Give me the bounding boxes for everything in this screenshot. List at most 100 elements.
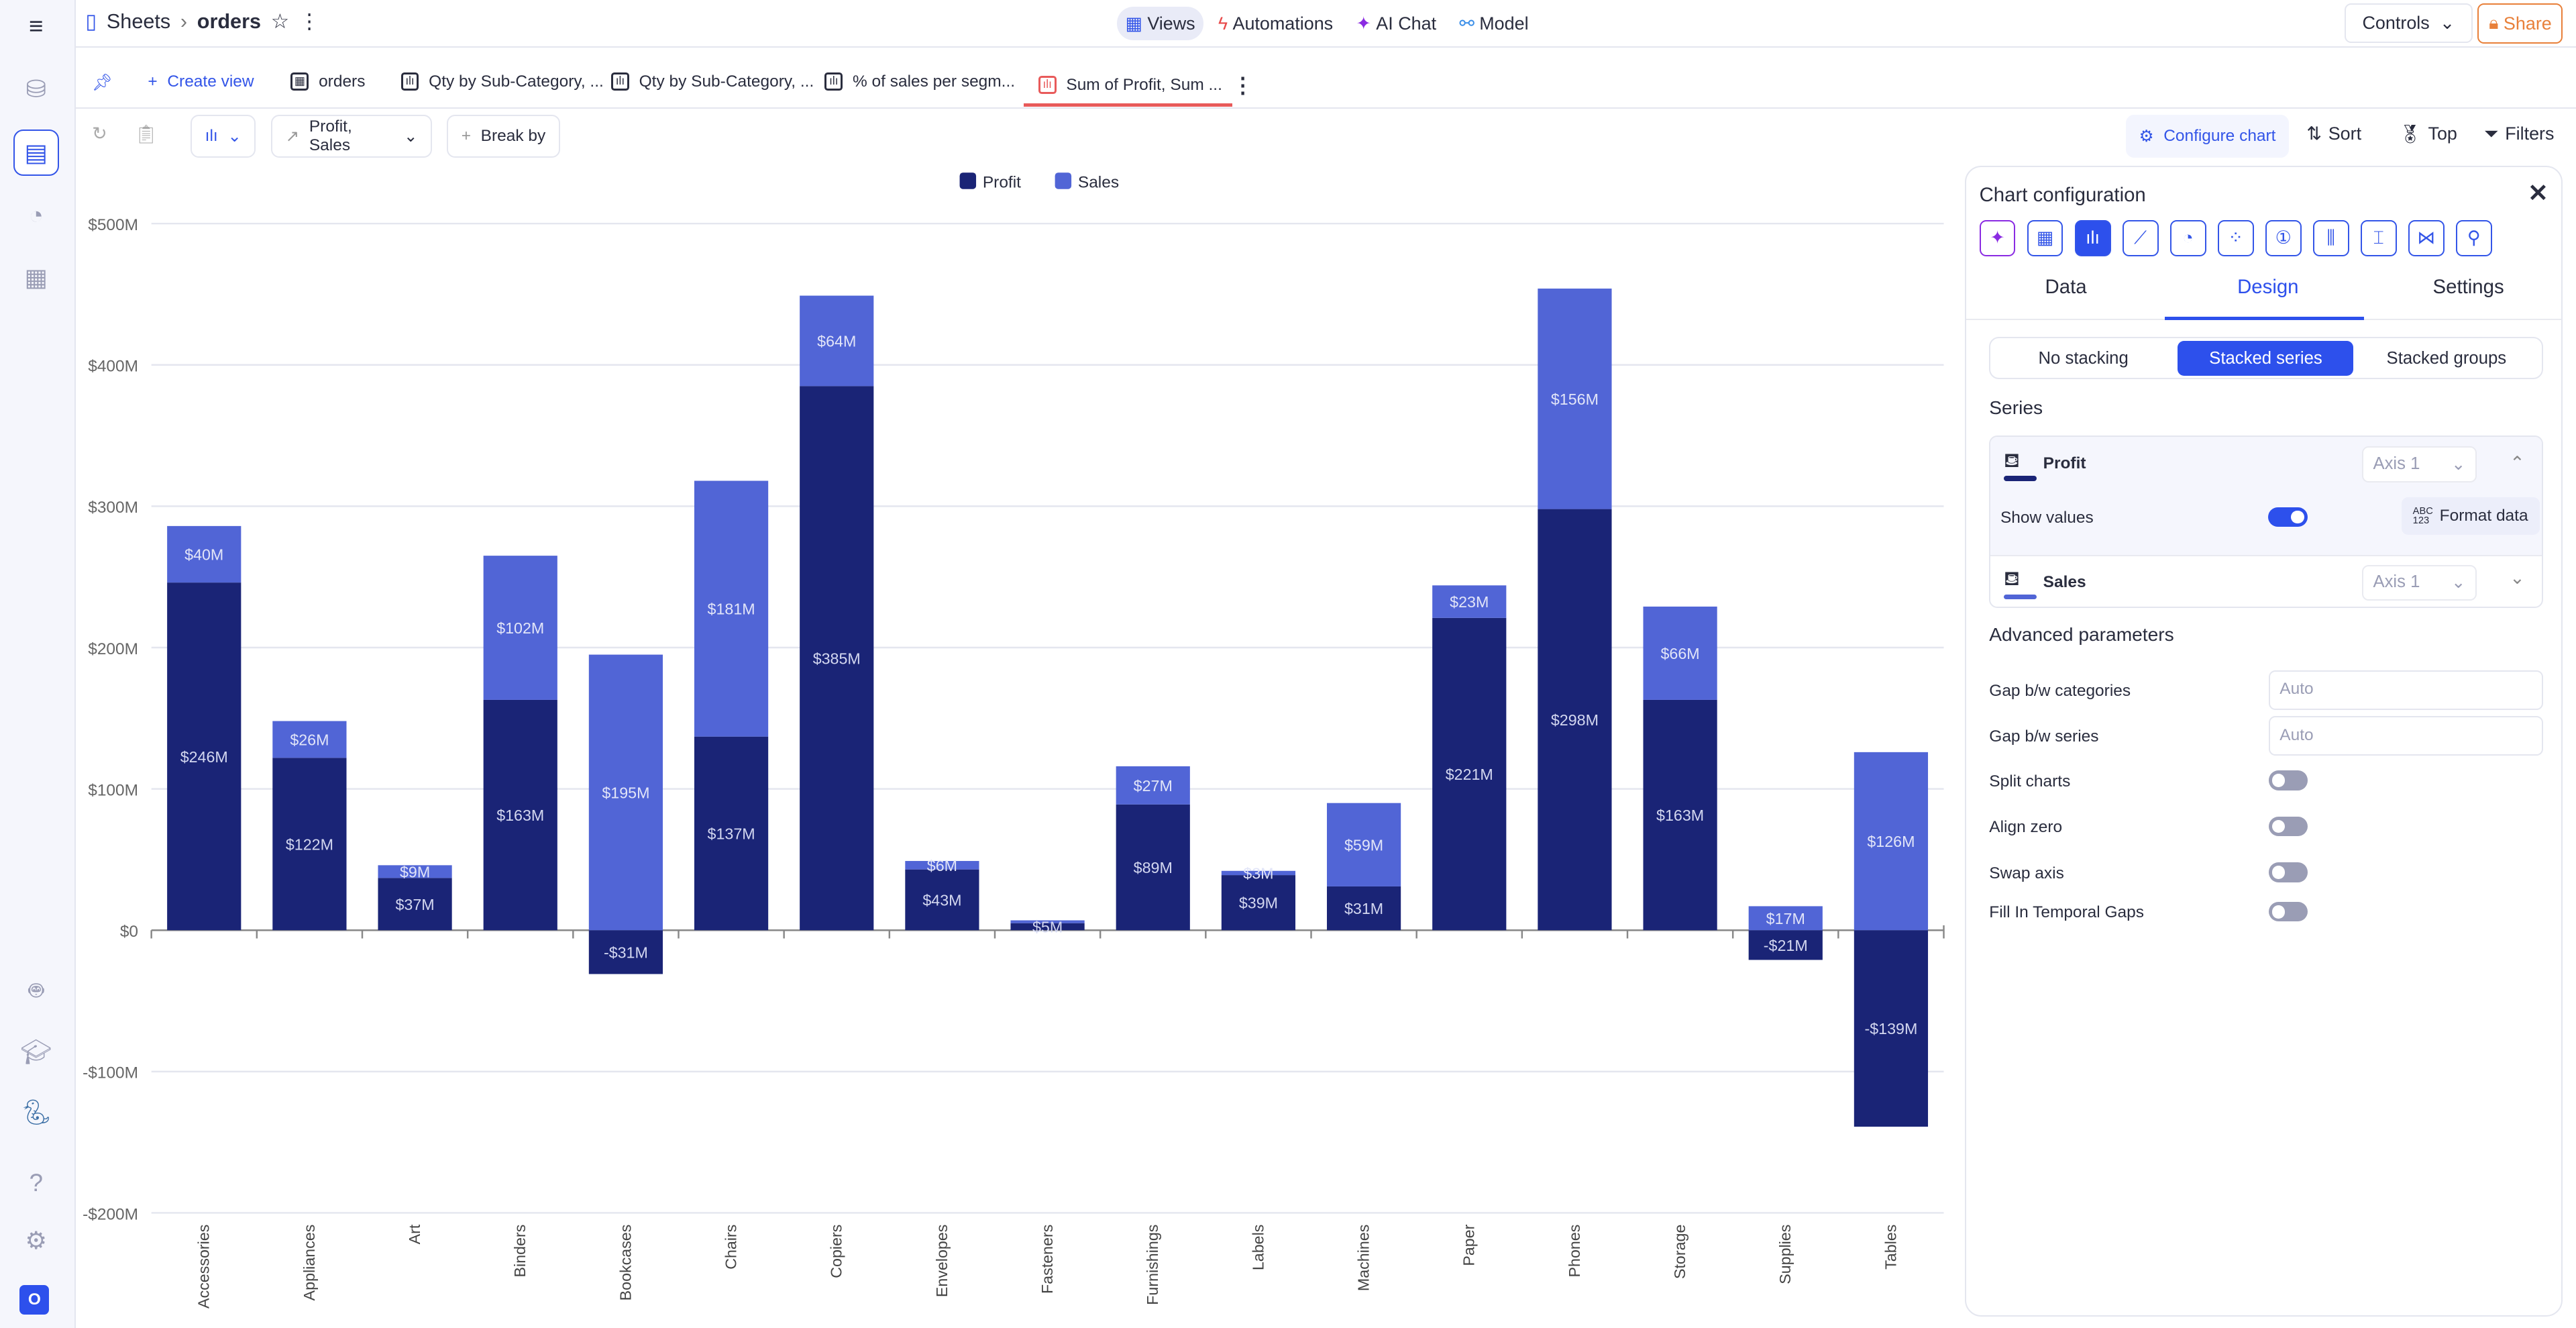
bar-sales[interactable]	[1537, 288, 1612, 509]
bar-profit[interactable]	[1221, 874, 1295, 931]
stacked-groups-option[interactable]: Stacked groups	[2386, 348, 2507, 368]
measures-dropdown[interactable]: ↗ Profit, Sales ⌄	[271, 115, 433, 158]
scatter-chart-icon[interactable]: ⁘	[2217, 219, 2254, 256]
sales-color-swatch[interactable]	[2003, 594, 2037, 599]
menu-icon[interactable]: ≡	[29, 12, 44, 40]
bar-profit[interactable]	[694, 736, 768, 931]
controls-dropdown[interactable]: Controls ⌄	[2345, 3, 2473, 44]
bar-sales[interactable]	[166, 525, 241, 583]
bar-sales[interactable]	[588, 654, 663, 931]
show-values-toggle[interactable]	[2268, 507, 2308, 527]
filters-button[interactable]: ⏷ Filters	[2484, 123, 2555, 145]
pie-chart-icon[interactable]: ◔	[2169, 219, 2206, 256]
bar-profit[interactable]	[1432, 617, 1506, 931]
refresh-icon[interactable]: ↻	[92, 123, 107, 144]
bar-sales[interactable]	[483, 555, 557, 700]
bar-profit[interactable]	[904, 869, 979, 931]
tab-settings[interactable]: Settings	[2432, 275, 2504, 298]
profit-axis-select[interactable]: Axis 1 ⌄	[2361, 446, 2477, 483]
nav-views[interactable]: ▦ Views	[1117, 6, 1203, 41]
bar-sales[interactable]	[1116, 766, 1190, 805]
paint-bucket-icon[interactable]: ⛾	[2003, 450, 2020, 472]
configure-chart-button[interactable]: ⚙ Configure chart	[2125, 115, 2290, 158]
database-icon[interactable]: ⛁	[25, 74, 47, 103]
close-icon[interactable]: ✕	[2528, 179, 2548, 207]
line-chart-icon[interactable]: ⟋	[2122, 219, 2159, 256]
legend-label-profit[interactable]: Profit	[982, 173, 1020, 191]
settings-gear-icon[interactable]: ⚙	[25, 1227, 48, 1255]
kpi-number-icon[interactable]: ①	[2265, 219, 2302, 256]
table-chart-icon[interactable]: ▦	[2027, 219, 2063, 256]
nav-automations[interactable]: ϟ Automations	[1210, 7, 1342, 41]
tab-qty-by-subcategory-1[interactable]: ılı Qty by Sub-Category, ...	[400, 72, 604, 91]
bar-profit[interactable]	[1326, 886, 1401, 931]
sheets-icon[interactable]: ▤	[13, 130, 60, 176]
break-by-button[interactable]: + Break by	[447, 115, 560, 158]
tab-more-icon[interactable]: ⋮	[1232, 72, 1254, 97]
bar-profit[interactable]	[483, 699, 557, 931]
bar-sales[interactable]	[1643, 606, 1717, 700]
sankey-icon[interactable]: ⋈	[2408, 219, 2445, 256]
gap-categories-input[interactable]: Auto	[2268, 670, 2543, 710]
nav-ai-chat[interactable]: ✦ AI Chat	[1348, 7, 1444, 41]
tab-qty-by-subcategory-2[interactable]: ılı Qty by Sub-Category, ...	[611, 72, 814, 91]
chevron-up-icon[interactable]: ⌃	[2510, 453, 2525, 473]
tab-pct-sales-segment[interactable]: ılı % of sales per segm...	[824, 72, 1015, 91]
bar-profit[interactable]	[1854, 930, 1928, 1127]
sort-button[interactable]: ⇅ Sort	[2306, 123, 2361, 144]
clipboard-icon[interactable]: 📋︎	[134, 123, 158, 144]
chart-type-dropdown[interactable]: ılı ⌄	[191, 115, 256, 158]
format-data-button[interactable]: ABC 123 Format data	[2401, 497, 2540, 535]
swap-axis-toggle[interactable]	[2268, 862, 2308, 882]
tab-orders[interactable]: ▦ orders	[290, 72, 365, 91]
help-icon[interactable]: ?	[29, 1169, 44, 1197]
python-icon[interactable]: 🐍︎	[20, 1099, 52, 1127]
breadcrumb-orders[interactable]: orders	[197, 9, 262, 33]
paint-bucket-icon[interactable]: ⛾	[2003, 568, 2020, 591]
bar-sales[interactable]	[1010, 920, 1085, 923]
share-button[interactable]: 🔒︎ Share	[2477, 3, 2563, 44]
bar-profit[interactable]	[588, 930, 663, 974]
bar-profit[interactable]	[799, 386, 873, 931]
bar-chart-icon[interactable]: ılı	[2074, 219, 2111, 256]
breadcrumb-sheets[interactable]: Sheets	[106, 9, 171, 33]
bar-sales[interactable]	[1432, 585, 1506, 618]
candlestick-icon[interactable]: ⫼	[2312, 219, 2349, 256]
bar-profit[interactable]	[166, 582, 241, 931]
fill-temporal-gaps-toggle[interactable]	[2268, 902, 2308, 922]
bar-profit[interactable]	[272, 758, 347, 931]
bar-sales[interactable]	[378, 865, 452, 878]
split-charts-toggle[interactable]	[2268, 770, 2308, 790]
stacked-series-option[interactable]: Stacked series	[2178, 341, 2354, 376]
bar-sales[interactable]	[694, 480, 768, 737]
bar-profit[interactable]	[1116, 804, 1190, 931]
align-zero-toggle[interactable]	[2268, 816, 2308, 837]
apps-grid-icon[interactable]: ▦	[24, 264, 48, 292]
bar-profit[interactable]	[1643, 699, 1717, 931]
boxplot-icon[interactable]: ⌶	[2360, 219, 2397, 256]
no-stacking-option[interactable]: No stacking	[2038, 348, 2129, 368]
tab-data[interactable]: Data	[2045, 275, 2087, 298]
bar-sales[interactable]	[799, 295, 873, 387]
pin-icon[interactable]: 📌︎	[92, 73, 113, 92]
map-icon[interactable]: ⚲	[2455, 219, 2492, 256]
bar-profit[interactable]	[1748, 930, 1823, 960]
user-avatar[interactable]: O	[19, 1285, 50, 1315]
bar-profit[interactable]	[378, 878, 452, 931]
bar-sales[interactable]	[904, 860, 979, 870]
sales-axis-select[interactable]: Axis 1 ⌄	[2361, 564, 2477, 601]
create-view-button[interactable]: + Create view	[148, 72, 254, 91]
bar-sales[interactable]	[1221, 870, 1295, 875]
bar-profit[interactable]	[1537, 509, 1612, 931]
chevron-down-icon[interactable]: ⌄	[2510, 568, 2525, 589]
more-vertical-icon[interactable]: ⋮	[299, 9, 320, 33]
ai-chart-icon[interactable]: ✦	[1979, 219, 2016, 256]
tab-design[interactable]: Design	[2237, 275, 2299, 298]
bar-sales[interactable]	[272, 721, 347, 758]
nav-model[interactable]: ⚯ Model	[1451, 7, 1537, 41]
bar-profit[interactable]	[1010, 923, 1085, 931]
star-icon[interactable]: ☆	[270, 9, 290, 33]
robot-icon[interactable]: 🤖︎	[28, 976, 44, 1005]
bar-sales[interactable]	[1854, 752, 1928, 931]
graduation-cap-icon[interactable]: 🎓︎	[20, 1037, 52, 1066]
